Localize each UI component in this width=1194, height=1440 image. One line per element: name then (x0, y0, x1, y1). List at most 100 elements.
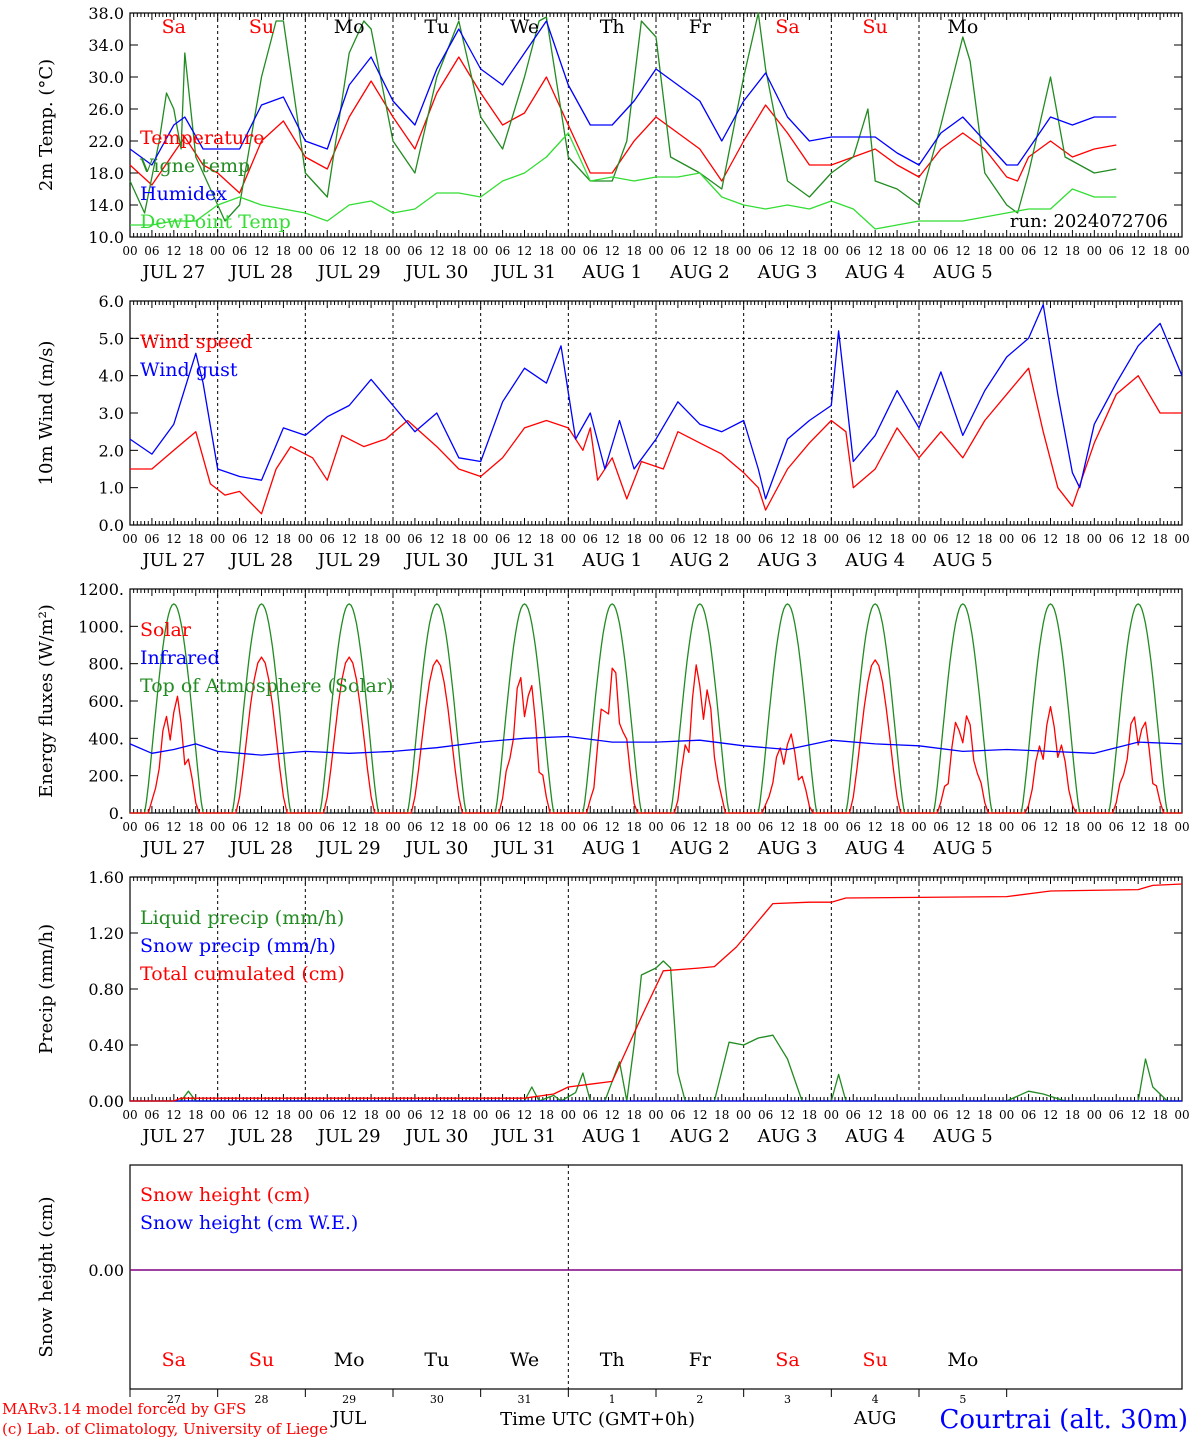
hour-label: 18 (539, 244, 554, 258)
hour-label: 12 (342, 244, 357, 258)
hour-label: 12 (166, 820, 181, 834)
hour-label: 12 (955, 244, 970, 258)
hour-label: 12 (955, 532, 970, 546)
hour-label: 12 (429, 244, 444, 258)
footer-line-2: (c) Lab. of Climatology, University of L… (2, 1420, 328, 1438)
series-vigne-temp (129, 12, 1117, 222)
month-label: JUL (330, 1408, 366, 1429)
y-tick-label: 0.40 (88, 1036, 124, 1055)
hour-label: 06 (407, 820, 422, 834)
hour-label: 18 (977, 1108, 992, 1122)
hour-label: 06 (320, 820, 335, 834)
hour-label: 00 (1174, 532, 1189, 546)
hour-label: 00 (210, 1108, 225, 1122)
y-tick-label: 1000. (78, 617, 124, 636)
hour-label: 12 (342, 1108, 357, 1122)
date-label: JUL 30 (403, 262, 468, 283)
hour-label: 06 (1109, 820, 1124, 834)
hour-label: 00 (911, 244, 926, 258)
hour-label: 12 (342, 820, 357, 834)
hour-label: 18 (714, 1108, 729, 1122)
hour-label: 00 (736, 244, 751, 258)
y-tick-label: 0.00 (88, 1261, 124, 1280)
month-label: AUG (853, 1408, 897, 1429)
hour-label: 18 (802, 820, 817, 834)
y-axis-label: Energy fluxes (W/m²) (36, 604, 57, 798)
y-tick-label: 14.0 (88, 196, 124, 215)
hour-label: 18 (451, 532, 466, 546)
hour-label: 06 (144, 244, 159, 258)
y-tick-label: 800. (88, 655, 124, 674)
hour-label: 12 (868, 244, 883, 258)
hour-label: 00 (473, 1108, 488, 1122)
hour-label: 12 (429, 532, 444, 546)
hour-label: 18 (539, 532, 554, 546)
hour-label: 12 (517, 244, 532, 258)
hour-label: 00 (999, 244, 1014, 258)
date-label: AUG 1 (581, 838, 642, 859)
series-infrared (129, 735, 1183, 756)
hour-label: 18 (1065, 1108, 1080, 1122)
hour-label: 06 (583, 820, 598, 834)
day-number: 29 (342, 1393, 356, 1406)
day-name: Su (863, 16, 888, 38)
y-tick-label: 0.00 (88, 1092, 124, 1111)
hour-label: 00 (911, 820, 926, 834)
hour-label: 06 (758, 820, 773, 834)
hour-label: 00 (210, 532, 225, 546)
hour-label: 00 (1087, 820, 1102, 834)
hour-label: 00 (999, 1108, 1014, 1122)
hour-label: 00 (561, 244, 576, 258)
hour-label: 00 (298, 244, 313, 258)
y-tick-label: 38.0 (88, 4, 124, 23)
day-name: Sa (162, 1349, 186, 1371)
hour-label: 18 (889, 1108, 904, 1122)
hour-label: 00 (385, 244, 400, 258)
hour-label: 12 (1131, 532, 1146, 546)
hour-label: 00 (999, 820, 1014, 834)
hour-label: 18 (1065, 532, 1080, 546)
hour-label: 12 (166, 1108, 181, 1122)
hour-label: 00 (122, 532, 137, 546)
hour-label: 06 (320, 532, 335, 546)
hour-label: 18 (363, 244, 378, 258)
legend-entry: Snow height (cm W.E.) (140, 1212, 358, 1234)
y-tick-label: 10.0 (88, 228, 124, 247)
legend-entry: Solar (140, 619, 192, 641)
hour-label: 18 (276, 820, 291, 834)
hour-label: 00 (648, 532, 663, 546)
hour-label: 06 (495, 244, 510, 258)
hour-label: 00 (561, 1108, 576, 1122)
hour-label: 18 (188, 532, 203, 546)
day-number: 28 (255, 1393, 269, 1406)
y-axis-label: Snow height (cm) (36, 1196, 57, 1357)
hour-label: 12 (429, 1108, 444, 1122)
y-tick-label: 1200. (78, 580, 124, 599)
date-label: AUG 2 (669, 838, 730, 859)
hour-label: 00 (911, 532, 926, 546)
y-tick-label: 200. (88, 767, 124, 786)
y-tick-label: 3.0 (99, 404, 124, 423)
y-axis-label: Precip (mm/h) (36, 924, 57, 1054)
hour-label: 00 (824, 1108, 839, 1122)
hour-label: 18 (539, 820, 554, 834)
hour-label: 12 (429, 820, 444, 834)
hour-label: 12 (605, 1108, 620, 1122)
y-tick-label: 1.60 (88, 868, 124, 887)
series-wind-speed (130, 367, 1182, 515)
hour-label: 00 (210, 820, 225, 834)
hour-label: 18 (363, 820, 378, 834)
y-tick-label: 18.0 (88, 164, 124, 183)
hour-label: 06 (320, 1108, 335, 1122)
hour-label: 00 (999, 532, 1014, 546)
hour-label: 06 (495, 1108, 510, 1122)
hour-label: 18 (802, 244, 817, 258)
date-label: JUL 31 (491, 262, 556, 283)
hour-label: 06 (1021, 532, 1036, 546)
hour-label: 12 (1043, 820, 1058, 834)
hour-label: 18 (539, 1108, 554, 1122)
hour-label: 12 (605, 820, 620, 834)
day-name: Th (600, 1349, 625, 1371)
day-number: 30 (430, 1393, 444, 1406)
hour-label: 18 (451, 244, 466, 258)
